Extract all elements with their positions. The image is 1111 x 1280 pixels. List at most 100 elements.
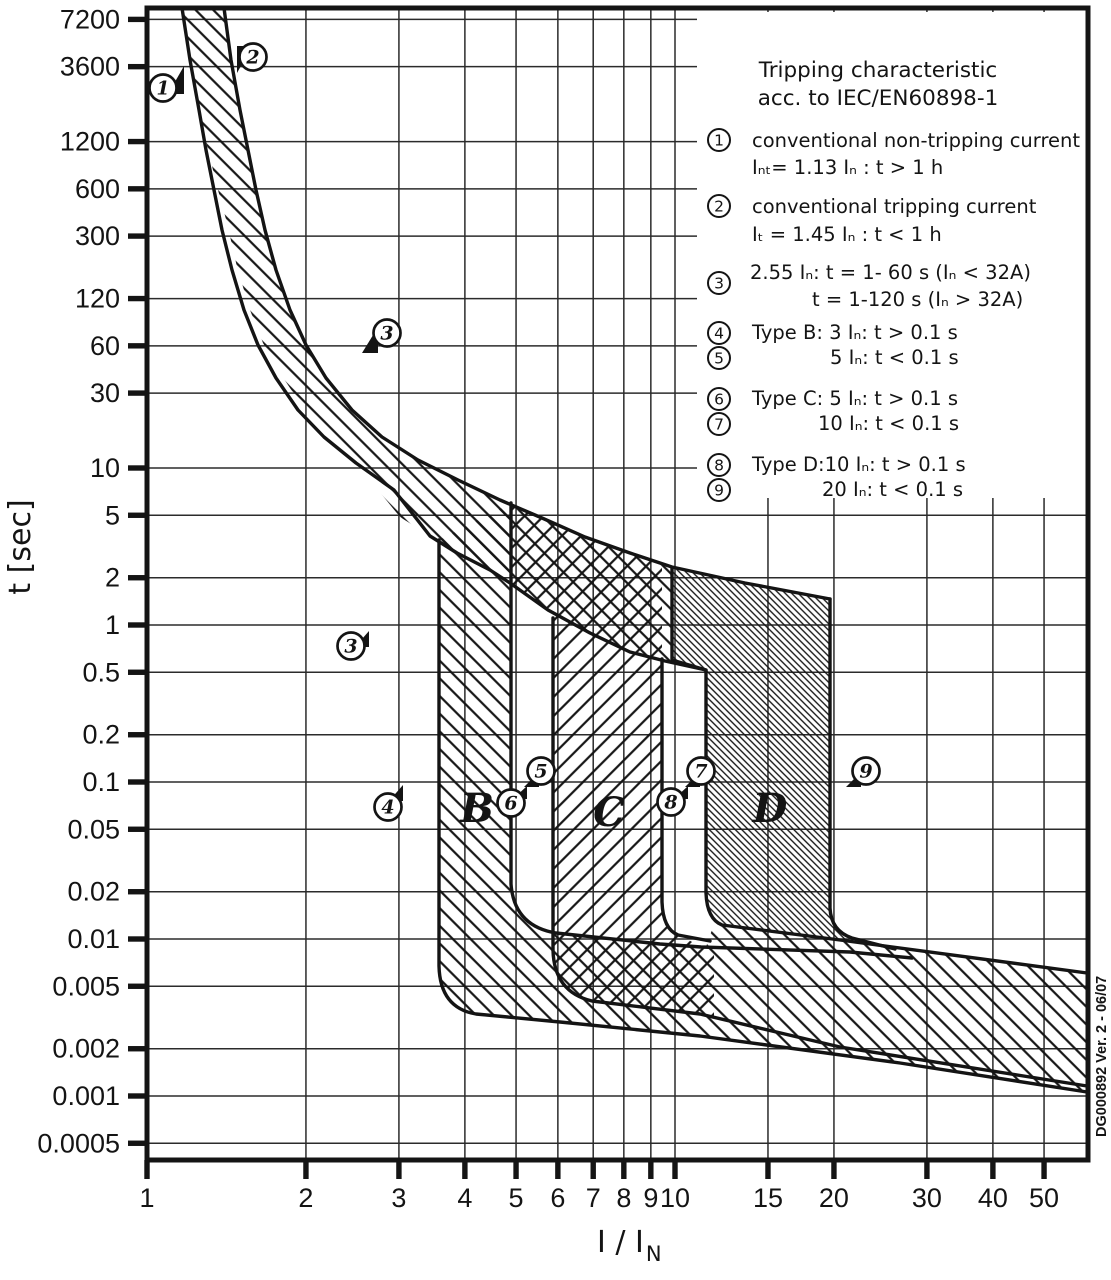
type-d-band <box>672 568 890 948</box>
legend-item-2-number-circle <box>707 194 731 218</box>
marker-9-number: 9 <box>859 761 872 783</box>
y-tick-label: 0.001 <box>52 1081 120 1111</box>
legend-item-7-text: 10 Iₙ: t < 0.1 s <box>818 412 959 435</box>
x-tick-label: 1 <box>139 1183 154 1213</box>
marker-7-circle <box>686 756 716 786</box>
y-tick-label: 1 <box>105 610 120 640</box>
legend-item-2-number: 2 <box>714 198 724 216</box>
marker-3: 3 <box>336 631 369 661</box>
y-tick-label: 120 <box>75 284 120 314</box>
type-c-outer-edge <box>551 616 1089 1088</box>
legend-item-4-number-circle <box>707 321 731 345</box>
region-label-B: B <box>459 785 494 832</box>
marker-3-number: 3 <box>380 323 393 345</box>
band-fills <box>182 8 1087 1092</box>
legend-item-8-number-circle <box>707 453 731 477</box>
legend-item-6-number-circle <box>707 387 731 411</box>
y-tick-label: 0.1 <box>82 767 120 797</box>
y-tick-label: 300 <box>75 221 120 251</box>
legend-item-1-number: 1 <box>714 132 724 150</box>
x-axis-title: I / IN <box>597 1225 662 1266</box>
legend-box <box>697 12 1088 498</box>
y-tick <box>128 233 147 239</box>
type-c-band-lower <box>553 612 714 1017</box>
y-tick <box>128 983 147 989</box>
y-tick <box>128 343 147 349</box>
y-tick-label: 0.02 <box>67 877 120 907</box>
y-tick <box>128 390 147 396</box>
legend-item-1-text: conventional non-tripping current <box>752 129 1080 152</box>
marker-5-number: 5 <box>534 761 547 783</box>
legend-item-7: 7 10 Iₙ: t < 0.1 s <box>707 412 959 436</box>
type-d-right-edge <box>828 597 897 951</box>
y-tick <box>128 16 147 23</box>
x-tick <box>672 1160 678 1179</box>
legend-title-line1: Tripping characteristic <box>758 58 998 83</box>
y-tick-label: 0.5 <box>82 657 120 687</box>
legend-item-9-number-circle <box>707 478 731 502</box>
y-tick-label: 5 <box>105 500 120 530</box>
y-tick <box>128 138 147 145</box>
x-tick-label: 40 <box>978 1183 1008 1213</box>
y-tick <box>128 465 147 471</box>
legend-item-3-number: 3 <box>714 275 724 293</box>
marker-8-circle <box>656 787 686 817</box>
marker-2-circle <box>238 42 268 72</box>
legend-item-6-number: 6 <box>714 391 724 409</box>
legend: Tripping characteristic acc. to IEC/EN608… <box>707 58 1080 502</box>
type-c-band-upper <box>511 505 662 659</box>
y-tick <box>128 889 147 895</box>
y-tick <box>128 575 147 581</box>
y-tick-label: 0.005 <box>52 971 120 1001</box>
y-tick-label: 0.002 <box>52 1034 120 1064</box>
legend-item-3: 3 2.55 Iₙ: t = 1- 60 s (Iₙ < 32A) t = 1-12… <box>707 261 1031 311</box>
y-tick <box>128 936 147 942</box>
marker-3-circle <box>336 631 366 661</box>
legend-item-3-text: t = 1-120 s (Iₙ > 32A) <box>812 288 1023 311</box>
y-tick-label: 10 <box>90 453 120 483</box>
marker-9-circle <box>851 756 881 786</box>
y-tick <box>128 63 147 70</box>
y-tick-label: 0.05 <box>67 814 120 844</box>
x-tick <box>396 1160 402 1179</box>
marker-3-number: 3 <box>344 636 357 658</box>
marker-7: 7 <box>685 756 716 787</box>
y-tick-label: 2 <box>105 563 120 593</box>
y-tick <box>128 622 147 628</box>
legend-item-8: 8 Type D:10 Iₙ: t > 0.1 s <box>707 453 966 477</box>
x-tick-label: 15 <box>753 1183 783 1213</box>
marker-3: 3 <box>362 318 402 353</box>
y-tick-label: 60 <box>90 331 120 361</box>
legend-item-3-number-circle <box>707 271 731 295</box>
legend-title-line2: acc. to IEC/EN60898-1 <box>758 86 999 111</box>
legend-item-5-number: 5 <box>714 350 724 368</box>
plot-frame <box>144 5 1091 1163</box>
x-tick <box>303 1160 309 1179</box>
axis-ticks: 7200360012006003001206030105210.50.20.10… <box>37 4 1059 1213</box>
legend-item-4: 4 Type B: 3 Iₙ: t > 0.1 s <box>707 321 958 345</box>
y-tick <box>128 295 147 302</box>
y-tick-label: 0.0005 <box>37 1128 120 1158</box>
legend-item-4-text: Type B: 3 Iₙ: t > 0.1 s <box>751 321 958 344</box>
y-axis-title: t [sec] <box>3 499 38 594</box>
legend-item-8-number: 8 <box>714 457 724 475</box>
x-tick-label: 20 <box>819 1183 849 1213</box>
marker-6-circle <box>496 788 526 818</box>
curve-tripping-upper <box>222 6 832 601</box>
marker-4-number: 4 <box>381 797 394 819</box>
y-tick-label: 1200 <box>60 127 120 157</box>
y-tick <box>128 732 147 738</box>
x-tick-label: 50 <box>1029 1183 1059 1213</box>
marker-6: 6 <box>496 786 527 818</box>
legend-item-5-text: 5 Iₙ: t < 0.1 s <box>830 346 959 369</box>
type-b-inner-edge <box>509 501 914 960</box>
x-tick-label: 2 <box>298 1183 313 1213</box>
y-tick <box>128 669 147 675</box>
x-tick-label: 7 <box>586 1183 601 1213</box>
x-tick <box>513 1160 519 1179</box>
curve-non-tripping-lower <box>180 6 708 672</box>
legend-item-1-text: Iₙₜ= 1.13 Iₙ : t > 1 h <box>752 156 943 179</box>
y-tick-label: 7200 <box>60 4 120 34</box>
marker-5: 5 <box>524 756 556 787</box>
legend-item-8-text: Type D:10 Iₙ: t > 0.1 s <box>751 453 966 476</box>
